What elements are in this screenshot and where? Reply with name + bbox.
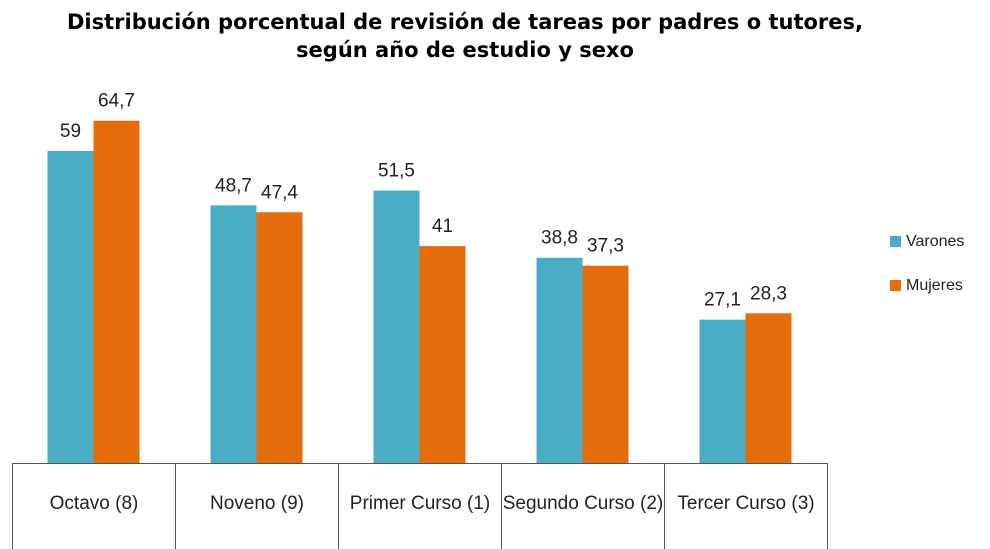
bar [373,190,420,463]
bar [47,150,94,463]
legend-label: Mujeres [906,277,963,294]
value-label: 37,3 [587,236,624,257]
category-label: Primer Curso (1) [338,463,502,549]
value-label: 27,1 [704,290,741,311]
legend-entry: Varones [890,233,964,251]
value-label: 47,4 [261,182,298,203]
legend-entry: Mujeres [890,277,963,295]
chart-title: Distribución porcentual de revisión de t… [66,10,864,62]
legend-swatch [890,236,901,247]
bar [256,212,303,463]
value-label: 51,5 [378,161,415,182]
category-label: Noveno (9) [175,463,339,549]
value-label: 64,7 [98,91,135,112]
value-label: 38,8 [541,228,578,249]
bar [699,319,746,463]
bar [582,265,629,463]
category-label: Octavo (8) [12,463,176,549]
bar [745,313,792,463]
legend-swatch [890,280,901,291]
value-label: 28,3 [750,283,787,304]
bar [93,120,140,463]
category-label: Tercer Curso (3) [664,463,828,549]
category-label: Segundo Curso (2) [501,463,665,549]
bar [536,257,583,463]
value-label: 59 [60,121,81,142]
value-label: 48,7 [215,175,252,196]
legend-label: Varones [906,233,965,250]
value-label: 41 [432,216,453,237]
bar [419,246,466,463]
bar [210,205,257,463]
